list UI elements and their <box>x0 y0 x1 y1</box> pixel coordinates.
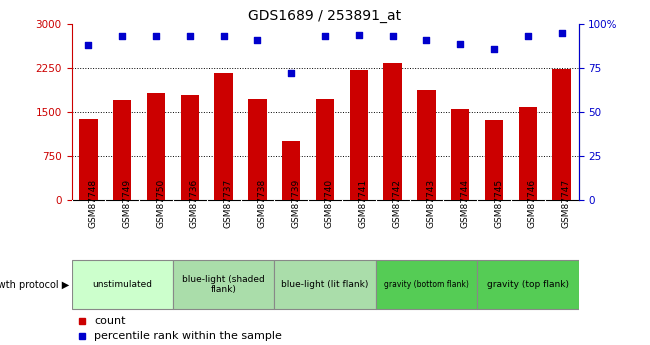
Bar <box>384 63 402 200</box>
Text: GSM87743: GSM87743 <box>426 178 436 228</box>
Point <box>556 30 567 36</box>
Point <box>455 41 465 46</box>
Text: GSM87746: GSM87746 <box>528 178 537 228</box>
Point <box>523 34 533 39</box>
Text: GSM87736: GSM87736 <box>190 178 199 228</box>
Point <box>151 34 161 39</box>
Point <box>83 42 94 48</box>
Text: GSM87744: GSM87744 <box>460 178 469 228</box>
Bar <box>181 95 199 200</box>
Bar <box>417 90 436 200</box>
Text: blue-light (lit flank): blue-light (lit flank) <box>281 280 369 289</box>
Text: unstimulated: unstimulated <box>92 280 152 289</box>
Point <box>320 34 330 39</box>
Text: percentile rank within the sample: percentile rank within the sample <box>94 332 282 341</box>
Bar <box>79 119 98 200</box>
Text: gravity (top flank): gravity (top flank) <box>487 280 569 289</box>
Bar <box>282 141 300 200</box>
Bar <box>519 107 537 200</box>
Text: blue-light (shaded
flank): blue-light (shaded flank) <box>182 275 265 294</box>
Point <box>185 34 195 39</box>
Text: GSM87747: GSM87747 <box>562 178 571 228</box>
Text: GSM87742: GSM87742 <box>393 178 402 228</box>
Text: GSM87745: GSM87745 <box>494 178 503 228</box>
Bar <box>485 120 503 200</box>
Title: GDS1689 / 253891_at: GDS1689 / 253891_at <box>248 9 402 23</box>
Bar <box>214 73 233 200</box>
Text: gravity (bottom flank): gravity (bottom flank) <box>384 280 469 289</box>
Bar <box>451 109 469 200</box>
FancyBboxPatch shape <box>72 260 173 309</box>
Point <box>387 34 398 39</box>
Text: growth protocol ▶: growth protocol ▶ <box>0 280 70 289</box>
Text: GSM87741: GSM87741 <box>359 178 368 228</box>
FancyBboxPatch shape <box>376 260 477 309</box>
Point <box>286 71 296 76</box>
Point <box>421 37 432 43</box>
Text: GSM87738: GSM87738 <box>257 178 266 228</box>
Point <box>117 34 127 39</box>
Text: GSM87739: GSM87739 <box>291 178 300 228</box>
Bar <box>552 69 571 200</box>
Bar <box>147 93 165 200</box>
Bar <box>113 100 131 200</box>
Bar <box>316 99 334 200</box>
Text: GSM87748: GSM87748 <box>88 178 98 228</box>
Point <box>252 37 263 43</box>
Point <box>218 34 229 39</box>
Point <box>354 32 364 38</box>
Point <box>489 46 499 51</box>
FancyBboxPatch shape <box>173 260 274 309</box>
Text: GSM87740: GSM87740 <box>325 178 334 228</box>
Bar <box>350 70 368 200</box>
Text: GSM87737: GSM87737 <box>224 178 233 228</box>
FancyBboxPatch shape <box>274 260 376 309</box>
Text: count: count <box>94 316 126 326</box>
Text: GSM87749: GSM87749 <box>122 178 131 228</box>
Text: GSM87750: GSM87750 <box>156 178 165 228</box>
FancyBboxPatch shape <box>477 260 578 309</box>
Bar <box>248 99 266 200</box>
